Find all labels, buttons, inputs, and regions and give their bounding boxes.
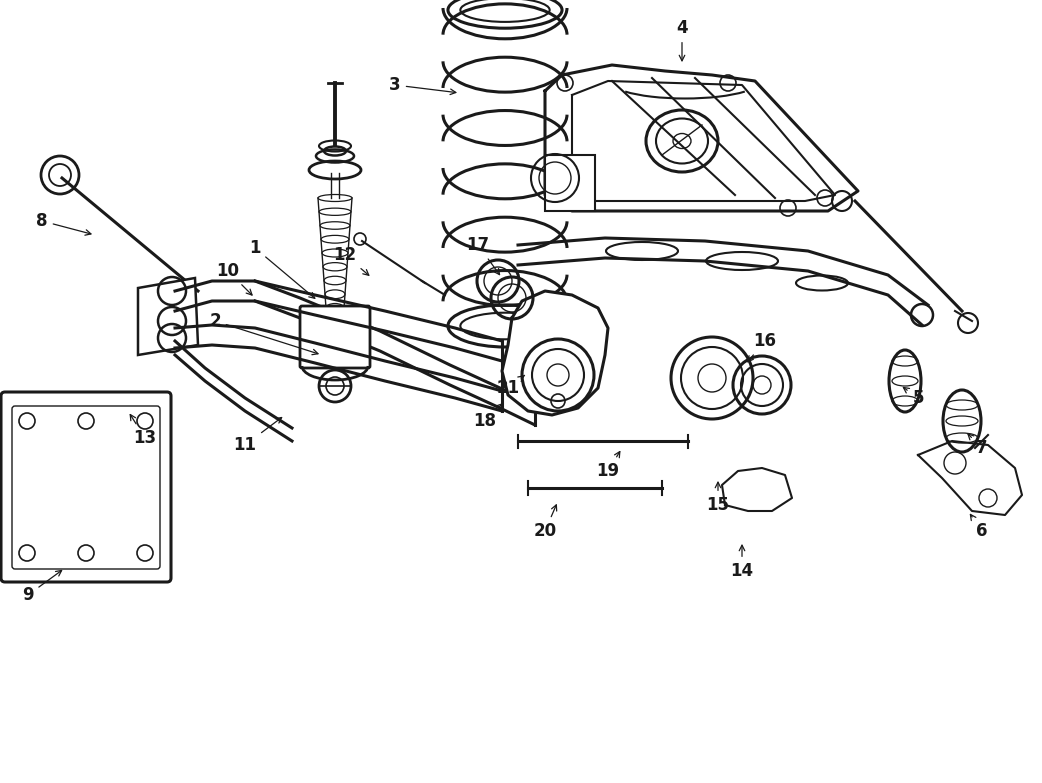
Text: 13: 13 [130,414,156,447]
Polygon shape [918,441,1022,515]
Text: 11: 11 [233,417,281,454]
Text: 1: 1 [249,239,315,298]
Text: 20: 20 [534,505,556,540]
Text: 12: 12 [333,246,369,276]
Text: 10: 10 [217,262,252,295]
Polygon shape [502,291,607,415]
Text: 4: 4 [676,19,688,61]
FancyBboxPatch shape [300,306,370,368]
Polygon shape [138,278,198,355]
Text: 3: 3 [390,76,455,95]
Text: 8: 8 [36,212,91,235]
Text: 5: 5 [903,388,924,407]
Text: 6: 6 [970,514,988,540]
Text: 18: 18 [473,404,502,430]
Text: 21: 21 [496,375,524,397]
Text: 15: 15 [706,482,729,514]
Text: 9: 9 [22,571,61,604]
FancyBboxPatch shape [1,392,171,582]
Text: 7: 7 [968,434,988,457]
Text: 17: 17 [467,236,499,275]
Polygon shape [545,155,595,211]
Text: 19: 19 [596,452,620,480]
Text: 14: 14 [730,545,753,580]
Text: 2: 2 [209,312,318,355]
Text: 16: 16 [748,332,776,362]
Polygon shape [722,468,792,511]
